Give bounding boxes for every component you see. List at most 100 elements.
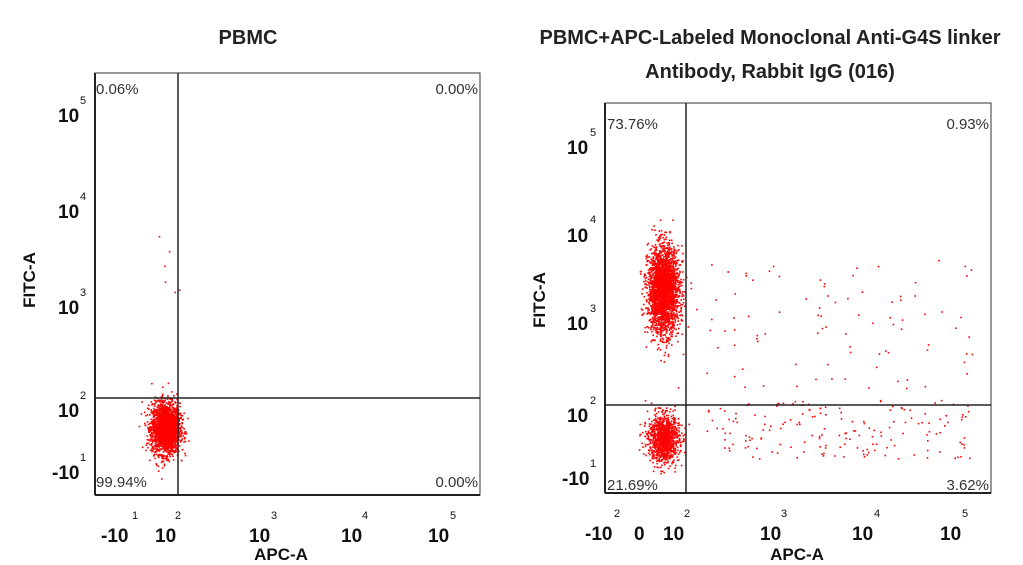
scatter-point [660, 323, 662, 325]
scatter-point [165, 410, 168, 413]
scatter-point [648, 288, 651, 290]
scatter-point [664, 302, 666, 305]
scatter-point [159, 405, 161, 408]
scatter-point [672, 290, 675, 293]
scatter-point [677, 284, 679, 286]
scatter-point [667, 302, 670, 304]
scatter-point [660, 258, 662, 261]
scatter-point [656, 286, 659, 288]
scatter-point [161, 401, 164, 403]
scatter-point [667, 252, 669, 254]
scatter-point [652, 326, 655, 328]
scatter-point [163, 436, 166, 439]
scatter-point [667, 312, 669, 314]
scatter-point [159, 432, 161, 435]
scatter-point [153, 440, 156, 442]
scatter-point [155, 413, 158, 416]
scatter-point [669, 282, 671, 285]
scatter-point [645, 276, 648, 279]
scatter-point [662, 306, 665, 308]
scatter-point [180, 433, 182, 435]
left-y-tick-exponent: 5 [80, 95, 86, 107]
scatter-point [646, 313, 649, 315]
scatter-point [651, 330, 653, 333]
right-chart-title-line-2: Antibody, Rabbit IgG (016) [645, 61, 895, 83]
scatter-point [661, 293, 663, 295]
scatter-point [162, 435, 164, 437]
scatter-point [666, 253, 668, 255]
scatter-point [170, 424, 173, 427]
scatter-point [672, 308, 675, 311]
scatter-point [660, 284, 663, 287]
scatter-point [673, 250, 676, 252]
scatter-point [162, 408, 164, 410]
scatter-point [147, 446, 149, 449]
scatter-point [654, 265, 657, 268]
scatter-point [159, 431, 162, 434]
scatter-point [672, 330, 674, 332]
scatter-point [677, 317, 679, 320]
scatter-point [652, 290, 654, 292]
scatter-point [162, 428, 165, 430]
scatter-point [653, 308, 655, 310]
scatter-point [653, 298, 655, 301]
scatter-point [657, 293, 660, 296]
scatter-point [670, 271, 673, 273]
scatter-point [672, 271, 674, 274]
scatter-point [676, 276, 678, 279]
scatter-point [670, 299, 673, 302]
scatter-point [653, 272, 656, 274]
scatter-point [179, 412, 182, 415]
scatter-point [663, 329, 665, 331]
scatter-point [665, 289, 667, 291]
scatter-point [666, 314, 668, 317]
scatter-point [170, 412, 173, 415]
scatter-point [169, 406, 171, 408]
scatter-point [669, 275, 671, 278]
scatter-point [181, 422, 184, 425]
scatter-point [666, 325, 668, 327]
scatter-point [681, 284, 683, 287]
scatter-point [158, 431, 161, 434]
scatter-point [678, 264, 681, 266]
scatter-point [679, 292, 681, 294]
scatter-point [166, 409, 168, 412]
scatter-point [670, 335, 672, 338]
scatter-point [155, 445, 158, 448]
scatter-point [653, 286, 655, 289]
scatter-point [660, 359, 662, 362]
scatter-point [167, 418, 170, 421]
scatter-point [641, 309, 644, 311]
scatter-point [667, 321, 669, 323]
scatter-point [664, 260, 667, 262]
scatter-point [672, 272, 674, 275]
scatter-point [149, 422, 152, 424]
scatter-point [146, 435, 149, 437]
scatter-point [681, 320, 683, 322]
scatter-point [660, 286, 663, 289]
scatter-point [661, 266, 663, 269]
scatter-point [664, 231, 666, 234]
scatter-point [164, 399, 167, 401]
scatter-point [157, 429, 160, 431]
scatter-point [676, 332, 678, 335]
left-x-tick-exponent: 5 [450, 510, 456, 522]
scatter-point [666, 339, 668, 341]
scatter-point [645, 307, 647, 310]
scatter-point [672, 313, 674, 316]
scatter-point [666, 296, 669, 298]
scatter-point [171, 433, 174, 436]
scatter-point [173, 431, 175, 434]
scatter-point [172, 414, 174, 417]
scatter-point [669, 246, 671, 249]
scatter-point [663, 263, 666, 266]
scatter-point [181, 414, 184, 417]
scatter-point [658, 316, 661, 318]
scatter-point [656, 272, 659, 274]
scatter-point [156, 413, 159, 415]
scatter-point [648, 275, 651, 278]
scatter-point [163, 413, 165, 415]
scatter-point [164, 424, 167, 427]
scatter-point [176, 410, 178, 413]
